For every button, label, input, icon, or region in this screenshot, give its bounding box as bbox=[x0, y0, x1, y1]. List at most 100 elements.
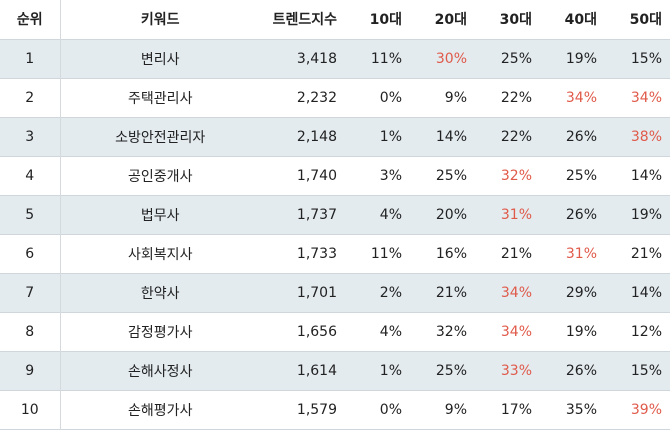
trend-cell: 1,740 bbox=[296, 167, 337, 184]
age10-cell: 0% bbox=[379, 401, 402, 418]
age20-cell: 25% bbox=[435, 167, 467, 184]
age20-cell: 30% bbox=[435, 50, 467, 67]
table-row: 4 공인중개사 1,740 3% 25% 32% 25% 14% bbox=[0, 156, 670, 195]
age40-cell: 31% bbox=[565, 245, 597, 262]
age50-cell: 15% bbox=[630, 50, 662, 67]
trend-cell: 1,579 bbox=[296, 401, 337, 418]
rank-cell: 3 bbox=[0, 117, 61, 156]
age50-cell: 14% bbox=[630, 167, 662, 184]
keyword-cell: 손해사정사 bbox=[128, 363, 193, 380]
age30-cell: 17% bbox=[500, 401, 532, 418]
age10-cell: 3% bbox=[379, 167, 402, 184]
trend-cell: 1,737 bbox=[296, 206, 337, 223]
keyword-cell: 변리사 bbox=[140, 51, 180, 68]
age10-cell: 4% bbox=[379, 206, 402, 223]
table-row: 2 주택관리사 2,232 0% 9% 22% 34% 34% bbox=[0, 78, 670, 117]
age40-cell: 34% bbox=[565, 89, 597, 106]
trend-cell: 2,148 bbox=[296, 128, 337, 145]
trend-cell: 2,232 bbox=[296, 89, 337, 106]
age30-cell: 25% bbox=[500, 50, 532, 67]
age10-cell: 4% bbox=[379, 323, 402, 340]
age50-cell: 12% bbox=[630, 323, 662, 340]
keyword-cell: 공인중개사 bbox=[128, 168, 193, 185]
rank-cell: 6 bbox=[0, 234, 61, 273]
age30-cell: 22% bbox=[500, 128, 532, 145]
trend-cell: 1,701 bbox=[296, 284, 337, 301]
header-trend: 트렌드지수 bbox=[272, 12, 337, 29]
age40-cell: 29% bbox=[565, 284, 597, 301]
age40-cell: 19% bbox=[565, 50, 597, 67]
age30-cell: 31% bbox=[500, 206, 532, 223]
keyword-cell: 손해평가사 bbox=[128, 402, 193, 419]
rank-cell: 9 bbox=[0, 351, 61, 390]
table-row: 10 손해평가사 1,579 0% 9% 17% 35% 39% bbox=[0, 390, 670, 429]
rank-cell: 7 bbox=[0, 273, 61, 312]
age40-cell: 25% bbox=[565, 167, 597, 184]
rank-cell: 5 bbox=[0, 195, 61, 234]
age30-cell: 34% bbox=[500, 284, 532, 301]
header-age40: 40대 bbox=[564, 12, 597, 29]
age40-cell: 19% bbox=[565, 323, 597, 340]
table-row: 8 감정평가사 1,656 4% 32% 34% 19% 12% bbox=[0, 312, 670, 351]
keyword-cell: 법무사 bbox=[140, 207, 180, 224]
age20-cell: 20% bbox=[435, 206, 467, 223]
rank-cell: 10 bbox=[0, 390, 61, 429]
age10-cell: 11% bbox=[370, 50, 402, 67]
table-row: 3 소방안전관리자 2,148 1% 14% 22% 26% 38% bbox=[0, 117, 670, 156]
age50-cell: 19% bbox=[630, 206, 662, 223]
header-rank: 순위 bbox=[0, 0, 61, 39]
age50-cell: 34% bbox=[630, 89, 662, 106]
keyword-cell: 사회복지사 bbox=[128, 246, 193, 263]
header-age20: 20대 bbox=[434, 12, 467, 29]
age50-cell: 15% bbox=[630, 362, 662, 379]
age20-cell: 9% bbox=[444, 89, 467, 106]
age50-cell: 39% bbox=[630, 401, 662, 418]
header-age10: 10대 bbox=[369, 12, 402, 29]
age30-cell: 21% bbox=[500, 245, 532, 262]
keyword-cell: 감정평가사 bbox=[128, 324, 193, 341]
rank-cell: 4 bbox=[0, 156, 61, 195]
age40-cell: 26% bbox=[565, 206, 597, 223]
header-age30: 30대 bbox=[499, 12, 532, 29]
age40-cell: 26% bbox=[565, 128, 597, 145]
age40-cell: 35% bbox=[565, 401, 597, 418]
age30-cell: 33% bbox=[500, 362, 532, 379]
rank-cell: 1 bbox=[0, 39, 61, 78]
keyword-cell: 주택관리사 bbox=[128, 90, 193, 107]
keyword-cell: 소방안전관리자 bbox=[115, 129, 206, 146]
age20-cell: 25% bbox=[435, 362, 467, 379]
table-body: 1 변리사 3,418 11% 30% 25% 19% 15% 2 주택관리사 … bbox=[0, 39, 670, 429]
trend-cell: 1,614 bbox=[296, 362, 337, 379]
age10-cell: 1% bbox=[379, 128, 402, 145]
age10-cell: 0% bbox=[379, 89, 402, 106]
age40-cell: 26% bbox=[565, 362, 597, 379]
age30-cell: 32% bbox=[500, 167, 532, 184]
trend-cell: 1,656 bbox=[296, 323, 337, 340]
table-row: 6 사회복지사 1,733 11% 16% 21% 31% 21% bbox=[0, 234, 670, 273]
age10-cell: 2% bbox=[379, 284, 402, 301]
age20-cell: 14% bbox=[435, 128, 467, 145]
trend-cell: 3,418 bbox=[296, 50, 337, 67]
age20-cell: 9% bbox=[444, 401, 467, 418]
keyword-cell: 한약사 bbox=[140, 285, 180, 302]
table-row: 9 손해사정사 1,614 1% 25% 33% 26% 15% bbox=[0, 351, 670, 390]
header-row: 순위 키워드 트렌드지수 10대 20대 30대 40대 50대 bbox=[0, 0, 670, 39]
age50-cell: 14% bbox=[630, 284, 662, 301]
age50-cell: 21% bbox=[630, 245, 662, 262]
age30-cell: 34% bbox=[500, 323, 532, 340]
age20-cell: 16% bbox=[435, 245, 467, 262]
rank-cell: 2 bbox=[0, 78, 61, 117]
table-header: 순위 키워드 트렌드지수 10대 20대 30대 40대 50대 bbox=[0, 0, 670, 39]
table-row: 7 한약사 1,701 2% 21% 34% 29% 14% bbox=[0, 273, 670, 312]
header-keyword: 키워드 bbox=[140, 12, 180, 29]
age30-cell: 22% bbox=[500, 89, 532, 106]
age20-cell: 32% bbox=[435, 323, 467, 340]
table-row: 1 변리사 3,418 11% 30% 25% 19% 15% bbox=[0, 39, 670, 78]
rank-cell: 8 bbox=[0, 312, 61, 351]
age50-cell: 38% bbox=[630, 128, 662, 145]
age10-cell: 1% bbox=[379, 362, 402, 379]
trend-cell: 1,733 bbox=[296, 245, 337, 262]
age10-cell: 11% bbox=[370, 245, 402, 262]
header-age50: 50대 bbox=[629, 12, 662, 29]
